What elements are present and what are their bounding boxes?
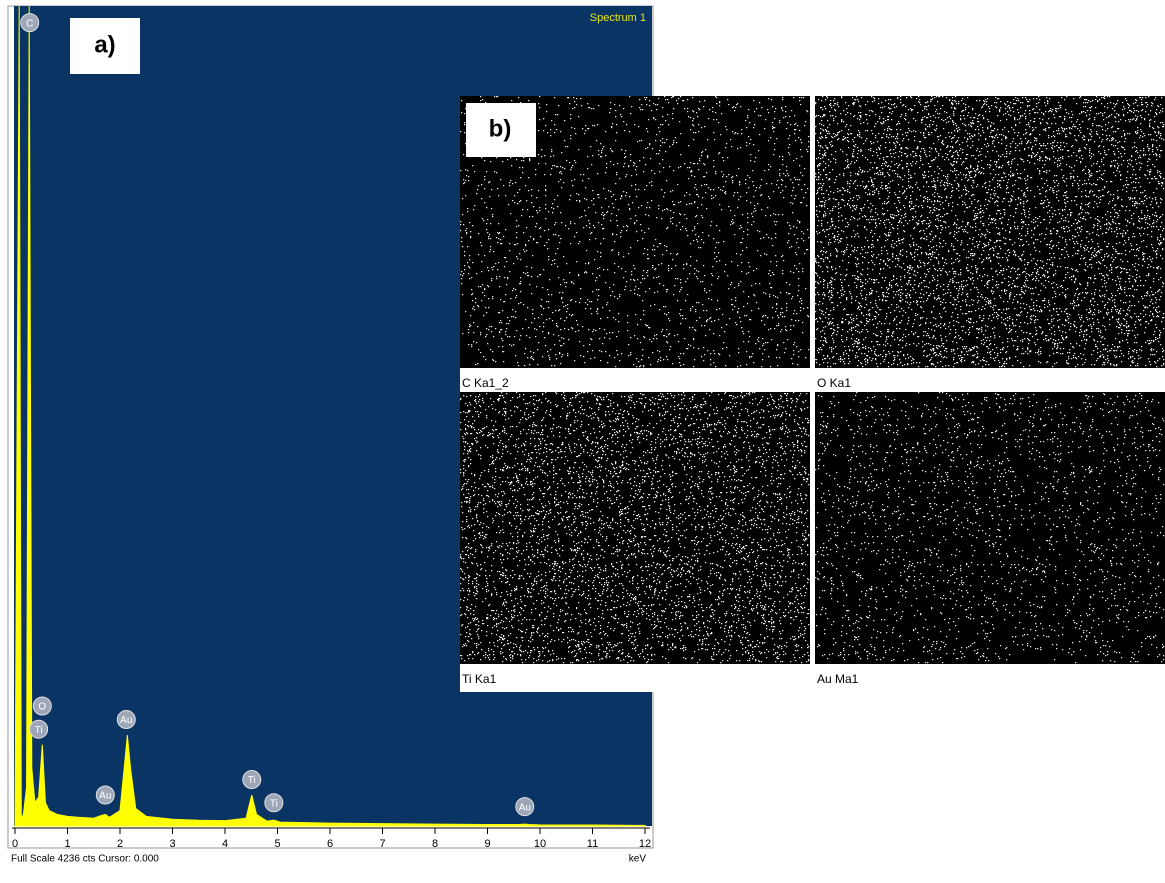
map-label: O Ka1	[817, 376, 851, 390]
x-tick-label: 7	[379, 838, 385, 850]
x-tick-label: 10	[534, 838, 546, 850]
x-tick-label: 6	[327, 838, 333, 850]
x-tick-label: 2	[117, 838, 123, 850]
panel-label: b)	[489, 115, 512, 142]
x-tick-label: 3	[169, 838, 175, 850]
peak-label: Ti	[35, 725, 43, 736]
x-tick-label: 9	[484, 838, 490, 850]
map-pixels	[815, 392, 1165, 664]
map-pixels	[815, 96, 1165, 368]
peak-marker	[264, 793, 284, 813]
x-axis-label: keV	[629, 854, 647, 865]
map-pixels	[460, 392, 810, 664]
panel-label: a)	[94, 31, 115, 58]
panel-label-box	[466, 103, 536, 157]
x-tick-label: 4	[222, 838, 228, 850]
peak-label: Ti	[270, 798, 278, 809]
map-label: C Ka1_2	[462, 376, 509, 390]
peak-label: Ti	[248, 775, 256, 786]
peak-marker	[20, 13, 40, 33]
peak-label: Au	[99, 791, 111, 802]
map-label: Au Ma1	[817, 672, 859, 686]
peak-label: Au	[120, 715, 132, 726]
x-tick-label: 12	[639, 838, 651, 850]
peak-marker	[29, 719, 49, 739]
x-tick-label: 8	[432, 838, 438, 850]
peak-marker	[32, 696, 52, 716]
status-text: Full Scale 4236 cts Cursor: 0.000	[11, 854, 159, 865]
x-tick-label: 11	[587, 838, 598, 850]
peak-label: C	[26, 18, 33, 29]
map-label: Ti Ka1	[462, 672, 497, 686]
spectrum-area	[14, 5, 646, 827]
spectrum-title: Spectrum 1	[590, 12, 646, 24]
peak-marker	[515, 797, 535, 817]
panel-label-box	[70, 18, 140, 74]
peak-marker	[242, 770, 262, 790]
peak-label: Au	[519, 802, 531, 813]
x-tick-label: 5	[274, 838, 280, 850]
x-tick-label: 1	[64, 838, 70, 850]
peak-label: O	[38, 702, 46, 713]
peak-marker	[116, 710, 136, 730]
peak-marker	[95, 785, 115, 805]
x-tick-label: 0	[12, 838, 18, 850]
